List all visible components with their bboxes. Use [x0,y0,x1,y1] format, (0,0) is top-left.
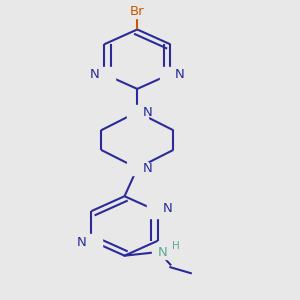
Text: N: N [90,68,100,80]
Bar [127,105,148,119]
Text: N: N [158,246,168,259]
Text: H: H [172,242,179,251]
Bar [124,5,150,18]
Bar [160,68,181,81]
Bar [94,68,115,81]
Bar [152,246,173,259]
Text: N: N [175,68,184,80]
Bar [147,205,168,218]
Text: N: N [143,162,153,175]
Text: N: N [76,236,86,249]
Text: N: N [143,106,153,118]
Text: Br: Br [130,5,145,18]
Text: N: N [163,202,173,215]
Bar [127,162,148,175]
Bar [81,234,102,248]
